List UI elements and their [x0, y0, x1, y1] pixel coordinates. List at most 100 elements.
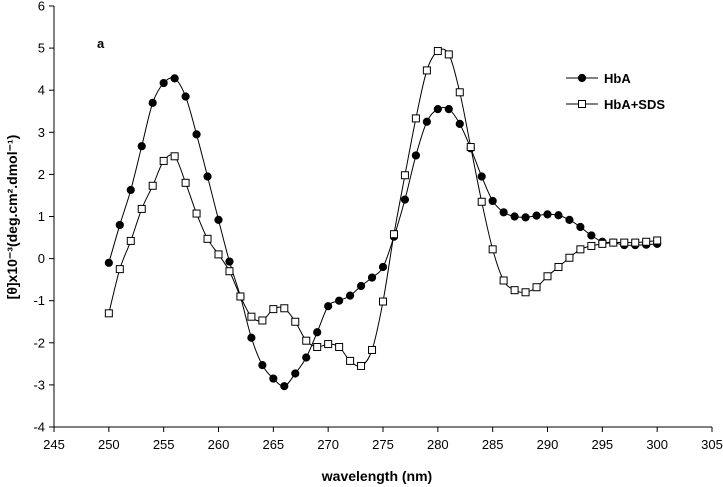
data-point-hba	[203, 172, 212, 181]
data-point-hba	[324, 302, 333, 311]
data-point-hba-sds	[510, 286, 519, 295]
data-point-hba	[510, 212, 519, 221]
data-point-hba-sds	[400, 171, 409, 180]
data-point-hba-sds	[620, 238, 629, 247]
data-point-hba-sds	[466, 143, 475, 152]
legend-label-hba-sds: HbA+SDS	[604, 97, 665, 112]
x-tick-label: 280	[427, 437, 449, 452]
x-tick-label: 245	[43, 437, 65, 452]
data-point-hba-sds	[422, 66, 431, 75]
data-point-hba-sds	[137, 204, 146, 213]
y-tick-label: -4	[33, 420, 45, 435]
data-point-hba	[356, 281, 366, 291]
x-tick-label: 270	[317, 437, 339, 452]
data-point-hba-sds	[477, 197, 486, 206]
data-point-hba	[104, 258, 113, 267]
axes	[49, 5, 713, 432]
data-point-hba-sds	[532, 283, 541, 292]
data-point-hba-sds	[159, 156, 168, 165]
data-point-hba-sds	[236, 292, 245, 301]
data-point-hba	[477, 172, 486, 181]
x-tick-label: 295	[591, 437, 613, 452]
data-point-hba	[181, 92, 190, 101]
data-point-hba-sds	[433, 47, 442, 56]
y-tick-label: 6	[38, 0, 45, 14]
data-point-hba	[269, 374, 278, 383]
data-point-hba-sds	[587, 241, 596, 250]
panel-label: a	[97, 36, 105, 51]
x-tick-label: 275	[372, 437, 394, 452]
data-point-hba	[433, 105, 442, 114]
data-point-hba-sds	[324, 340, 333, 349]
data-point-hba-sds	[598, 239, 607, 248]
data-point-hba	[302, 353, 311, 362]
series-line-hba	[108, 77, 658, 387]
x-tick-label: 290	[537, 437, 559, 452]
data-point-hba-sds	[181, 178, 190, 187]
series-hba	[104, 74, 662, 391]
data-point-hba	[400, 195, 410, 204]
x-tick-label: 300	[646, 437, 668, 452]
x-tick-label: 260	[208, 437, 230, 452]
data-point-hba-sds	[521, 288, 530, 297]
data-point-hba	[543, 210, 552, 219]
data-point-hba	[367, 273, 377, 282]
series	[104, 47, 662, 391]
data-point-hba	[565, 215, 574, 224]
data-point-hba-sds	[247, 312, 256, 321]
data-point-hba	[247, 333, 256, 342]
data-point-hba-sds	[554, 263, 563, 272]
data-point-hba	[148, 98, 157, 107]
data-point-hba	[159, 78, 168, 88]
y-tick-label: -3	[33, 377, 45, 392]
data-point-hba	[137, 142, 146, 151]
data-point-hba-sds	[148, 181, 157, 190]
data-point-hba-sds	[379, 297, 387, 306]
tick-labels: -4 -3 -2 -1 0 1 2 3 4 5 6 245 250 255 260 265 270 275 280 2…	[33, 0, 722, 452]
data-point-hba-sds	[368, 345, 377, 354]
data-point-hba-sds	[258, 316, 267, 325]
x-tick-label: 265	[262, 437, 284, 452]
data-point-hba-sds	[543, 272, 552, 281]
data-point-hba	[258, 361, 267, 370]
data-point-hba-sds	[346, 356, 355, 365]
data-point-hba	[455, 119, 464, 128]
data-point-hba-sds	[104, 309, 113, 318]
data-point-hba-sds	[291, 317, 300, 326]
data-point-hba-sds	[280, 304, 289, 313]
x-tick-label: 255	[153, 437, 175, 452]
legend-label-hba: HbA	[604, 71, 631, 86]
data-point-hba	[411, 151, 420, 160]
data-point-hba	[532, 211, 541, 220]
data-point-hba-sds	[313, 343, 322, 352]
data-point-hba-sds	[653, 236, 662, 245]
data-point-hba	[335, 296, 344, 305]
data-point-hba-sds	[389, 230, 398, 239]
data-point-hba	[291, 369, 300, 378]
series-line-hba-sds	[108, 48, 658, 367]
data-point-hba-sds	[269, 305, 278, 314]
data-point-hba	[313, 328, 322, 337]
y-tick-label: -1	[33, 293, 45, 308]
data-point-hba	[587, 231, 596, 240]
data-point-hba	[554, 211, 563, 220]
data-point-hba	[346, 291, 355, 300]
data-point-hba-sds	[214, 250, 223, 259]
data-point-hba	[225, 257, 234, 266]
data-point-hba	[378, 262, 388, 272]
data-point-hba	[126, 185, 135, 195]
series-hba-sds	[104, 47, 662, 370]
data-point-hba	[488, 196, 497, 206]
data-point-hba-sds	[642, 237, 651, 246]
data-point-hba-sds	[576, 245, 585, 254]
data-point-hba	[444, 105, 453, 114]
data-point-hba-sds	[170, 152, 179, 161]
data-point-hba-sds	[609, 238, 618, 247]
x-axis-title: wavelength (nm)	[321, 468, 432, 484]
y-tick-label: 5	[38, 41, 45, 56]
legend: HbA HbA+SDS	[566, 71, 665, 112]
legend-marker-hba-sds	[578, 100, 586, 108]
data-point-hba	[576, 222, 585, 232]
data-point-hba	[170, 74, 179, 83]
data-point-hba-sds	[631, 238, 640, 247]
